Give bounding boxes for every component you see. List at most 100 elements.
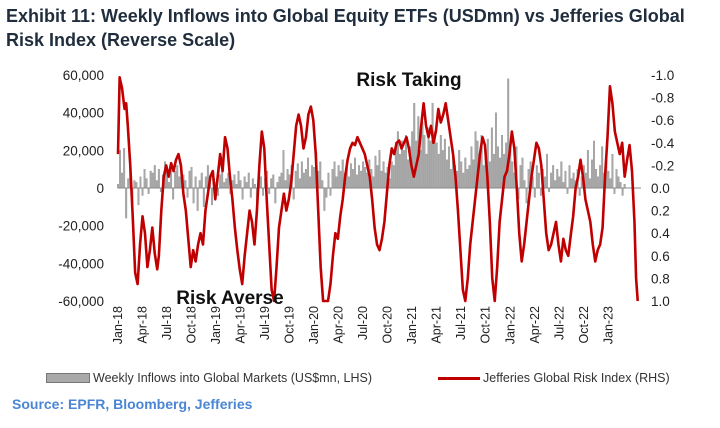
x-axis-tick-label: Apr-19 [234, 306, 248, 344]
inflow-bar [384, 172, 387, 189]
inflow-bar [155, 180, 158, 189]
inflow-bar [327, 172, 330, 189]
right-axis-tick-label: -0.2 [651, 158, 674, 173]
inflow-bar [511, 161, 514, 189]
inflow-bar [337, 165, 340, 189]
inflow-bar [450, 169, 452, 189]
inflow-bar [200, 172, 203, 189]
inflow-bar [441, 150, 444, 189]
x-axis-tick-label: Apr-20 [332, 306, 346, 344]
inflow-bar [223, 182, 226, 189]
inflow-bar [294, 170, 297, 189]
inflow-bar [546, 153, 548, 189]
inflow-bar [176, 165, 179, 189]
inflow-bar [270, 178, 273, 189]
inflow-bar [347, 176, 350, 189]
x-axis-tick-label: Apr-22 [528, 306, 542, 344]
left-axis-tick-label: -20,000 [58, 219, 104, 234]
inflow-bar [521, 157, 524, 189]
line-layer [116, 75, 640, 303]
inflow-bar [568, 165, 571, 189]
inflow-bar [619, 182, 622, 189]
inflow-bar [611, 153, 614, 189]
inflow-bar [272, 174, 275, 189]
inflow-bar [554, 180, 557, 189]
legend-item-inflows: Weekly Inflows into Global Markets (US$m… [46, 371, 372, 385]
inflow-bar [141, 187, 144, 196]
inflow-bar [392, 165, 395, 189]
risk-index-line [116, 75, 640, 303]
annotation-risk-averse: Risk Averse [176, 288, 283, 309]
inflow-bar [339, 170, 342, 189]
inflow-bar [374, 155, 377, 189]
inflow-bar [321, 180, 324, 189]
inflow-bar [492, 153, 495, 189]
inflow-bar [349, 163, 352, 189]
inflow-bar [319, 161, 322, 189]
inflow-bar [225, 178, 228, 189]
x-axis-tick-label: Apr-18 [136, 306, 150, 344]
inflow-bar [462, 172, 465, 189]
inflow-bar [470, 146, 473, 189]
x-axis-tick-label: Jan-19 [209, 306, 223, 344]
x-axis-tick-label: Oct-18 [185, 306, 199, 344]
inflow-bar [482, 165, 485, 189]
inflow-bar [280, 172, 283, 189]
inflow-bar [117, 184, 119, 189]
inflow-bar [243, 176, 246, 189]
inflow-bar [190, 167, 193, 189]
inflow-bar [439, 135, 442, 189]
inflow-bar [149, 170, 152, 189]
right-axis-tick-label: -0.8 [651, 91, 674, 106]
inflow-bar [262, 187, 265, 196]
inflow-bar [147, 187, 150, 194]
left-axis-tick-label: 40,000 [63, 106, 104, 121]
inflow-bar [296, 163, 299, 189]
inflow-bar [460, 161, 463, 189]
inflow-bar [274, 187, 277, 204]
inflow-bar [558, 176, 561, 189]
inflow-bar [282, 150, 285, 189]
inflow-bar [597, 176, 600, 189]
inflow-bar [276, 182, 279, 189]
inflow-bar [127, 178, 130, 189]
inflow-bar [372, 176, 375, 189]
legend: Weekly Inflows into Global Markets (US$m… [46, 371, 716, 389]
inflow-bar [194, 176, 197, 189]
legend-label-risk-index: Jefferies Global Risk Index (RHS) [483, 371, 670, 385]
inflow-bar [468, 165, 471, 189]
inflow-bar [292, 187, 295, 200]
inflow-bar [556, 169, 559, 189]
inflow-bar [196, 187, 199, 211]
inflow-bar [153, 165, 156, 189]
inflow-bar [298, 178, 301, 189]
inflow-bar [407, 159, 410, 189]
inflow-bar [621, 187, 624, 196]
inflow-bar [145, 178, 148, 189]
inflow-bar [488, 161, 491, 189]
inflow-bar [537, 172, 540, 189]
inflow-bar [198, 180, 201, 189]
inflow-bar [311, 165, 314, 189]
inflow-bar [535, 165, 538, 189]
right-axis-tick-label: 0.6 [651, 249, 670, 264]
inflow-bar [204, 176, 207, 189]
inflow-bar [523, 180, 526, 189]
inflow-bar [245, 182, 248, 189]
inflow-bar [584, 172, 587, 189]
left-axis-tick-label: 0 [96, 181, 104, 196]
inflow-bar [168, 182, 171, 189]
inflow-bar [151, 172, 154, 189]
inflow-bar [464, 157, 467, 189]
chart-canvas: 60,000 40,000 20,000 0 -20,000 -40,000 -60,000… [58, 68, 675, 344]
inflow-bar [221, 170, 224, 189]
inflow-bar [278, 176, 281, 189]
inflow-bar [304, 169, 307, 189]
inflow-bar [356, 174, 358, 189]
inflow-bar [143, 169, 146, 189]
inflow-bar [268, 187, 271, 194]
inflow-bar [566, 187, 569, 194]
inflow-bar [533, 187, 536, 198]
inflow-bar [331, 169, 334, 189]
inflow-bar [562, 182, 565, 189]
